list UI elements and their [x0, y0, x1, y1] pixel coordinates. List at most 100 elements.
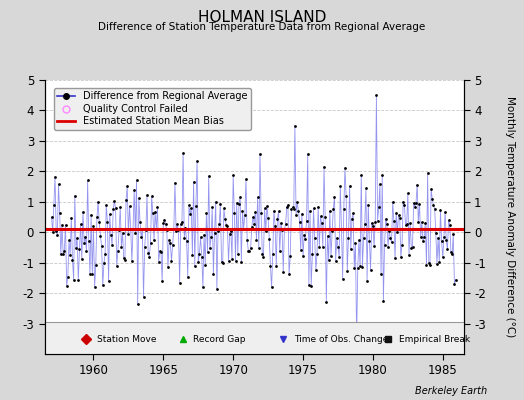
- Point: [421, 220, 430, 226]
- Point: [365, 238, 374, 244]
- Point: [346, 246, 355, 252]
- Point: [203, 249, 212, 256]
- Point: [280, 226, 289, 232]
- Point: [151, 209, 159, 215]
- Point: [150, 237, 158, 244]
- Point: [409, 200, 418, 206]
- Point: [84, 237, 93, 244]
- Point: [155, 258, 163, 265]
- Point: [128, 258, 136, 264]
- Point: [105, 211, 114, 218]
- Point: [422, 262, 431, 268]
- Point: [179, 150, 187, 156]
- Point: [198, 254, 206, 260]
- Point: [62, 283, 71, 289]
- Point: [374, 218, 382, 224]
- Point: [399, 198, 407, 205]
- Point: [215, 221, 223, 228]
- Point: [137, 234, 145, 240]
- Point: [72, 245, 80, 252]
- Point: [58, 222, 66, 228]
- Point: [287, 206, 296, 212]
- Point: [217, 259, 226, 265]
- Point: [299, 252, 307, 259]
- Point: [339, 275, 347, 282]
- Point: [228, 255, 236, 262]
- Point: [255, 245, 263, 251]
- Point: [315, 243, 323, 250]
- Point: [56, 210, 64, 217]
- Point: [194, 259, 202, 266]
- Point: [219, 260, 227, 266]
- Point: [189, 178, 198, 185]
- Point: [401, 222, 410, 228]
- Point: [107, 232, 115, 238]
- Y-axis label: Monthly Temperature Anomaly Difference (°C): Monthly Temperature Anomaly Difference (…: [506, 96, 516, 338]
- Point: [145, 254, 154, 260]
- Point: [426, 262, 434, 268]
- Point: [340, 206, 348, 212]
- Point: [381, 216, 390, 222]
- Point: [439, 254, 447, 260]
- Point: [435, 259, 443, 265]
- Point: [407, 244, 416, 251]
- Point: [187, 205, 195, 211]
- Point: [416, 200, 424, 207]
- Point: [165, 237, 173, 244]
- Point: [225, 231, 234, 238]
- Point: [71, 192, 79, 199]
- Point: [154, 204, 162, 210]
- Point: [125, 203, 134, 210]
- Point: [256, 151, 264, 157]
- Point: [328, 228, 336, 234]
- Point: [311, 235, 319, 241]
- Point: [434, 235, 442, 241]
- Point: [233, 200, 241, 206]
- Point: [281, 221, 290, 228]
- Point: [351, 240, 359, 246]
- Point: [364, 202, 373, 208]
- Point: [356, 262, 364, 269]
- Point: [380, 242, 389, 248]
- Point: [75, 246, 84, 252]
- Point: [231, 257, 239, 264]
- Point: [443, 246, 452, 252]
- Point: [209, 271, 217, 278]
- Point: [272, 262, 280, 269]
- Point: [239, 226, 248, 232]
- Point: [336, 183, 344, 190]
- Point: [78, 256, 86, 262]
- Point: [283, 202, 292, 208]
- Point: [156, 248, 164, 254]
- Point: [250, 220, 258, 227]
- Point: [230, 210, 238, 216]
- Point: [375, 204, 383, 211]
- Point: [171, 180, 179, 186]
- Point: [350, 265, 358, 272]
- Point: [237, 258, 246, 265]
- Point: [251, 208, 259, 215]
- Point: [210, 230, 219, 236]
- Point: [320, 164, 328, 170]
- Point: [195, 251, 204, 257]
- Point: [390, 218, 398, 224]
- Point: [359, 234, 368, 241]
- Point: [321, 214, 330, 221]
- Point: [59, 251, 68, 258]
- Point: [124, 231, 133, 238]
- Text: Berkeley Earth: Berkeley Earth: [415, 386, 487, 396]
- Point: [267, 284, 276, 291]
- Legend: Difference from Regional Average, Quality Control Failed, Estimated Station Mean: Difference from Regional Average, Qualit…: [53, 88, 251, 130]
- Point: [441, 208, 449, 215]
- Point: [411, 204, 419, 210]
- Point: [353, 336, 361, 342]
- Point: [134, 301, 142, 307]
- Point: [144, 249, 152, 256]
- Point: [126, 226, 135, 232]
- Point: [166, 240, 174, 246]
- Point: [420, 234, 428, 240]
- Point: [173, 221, 181, 228]
- Point: [244, 248, 253, 254]
- Point: [397, 254, 405, 261]
- Point: [270, 208, 278, 214]
